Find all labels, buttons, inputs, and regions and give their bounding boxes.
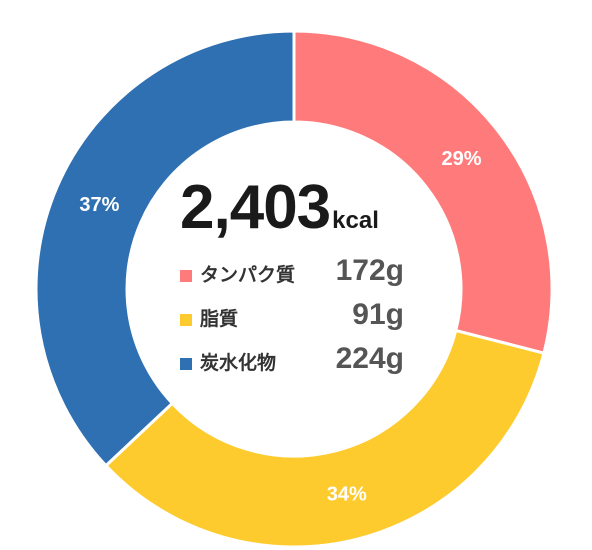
- legend-item-fat: 脂質 91g: [180, 298, 412, 346]
- slice-carbohydrate: [34, 29, 296, 468]
- legend-amount-carbohydrate: 224g: [335, 342, 404, 375]
- total-calories: 2,403kcal: [180, 172, 420, 243]
- legend-amount-fat: 91g: [352, 298, 404, 331]
- legend-amount-protein: 172g: [335, 254, 404, 287]
- legend-swatch-fat: [180, 314, 192, 326]
- slice-label-fat: 34%: [327, 483, 367, 505]
- legend-swatch-protein: [180, 270, 192, 282]
- legend-label-fat: 脂質: [200, 308, 239, 330]
- slice-label-protein: 29%: [441, 148, 481, 170]
- legend-label-protein: タンパク質: [200, 264, 296, 286]
- total-calories-value: 2,403: [180, 173, 331, 242]
- slice-label-carbohydrate: 37%: [79, 194, 119, 216]
- legend-item-carbohydrate: 炭水化物 224g: [180, 342, 412, 390]
- legend: タンパク質 172g 脂質 91g 炭水化物 224g: [180, 254, 412, 390]
- legend-label-carbohydrate: 炭水化物: [200, 352, 277, 374]
- total-calories-unit: kcal: [332, 207, 379, 234]
- legend-item-protein: タンパク質 172g: [180, 254, 412, 302]
- legend-swatch-carbohydrate: [180, 358, 192, 370]
- slice-protein: [292, 29, 554, 355]
- slice-fat: [103, 328, 546, 549]
